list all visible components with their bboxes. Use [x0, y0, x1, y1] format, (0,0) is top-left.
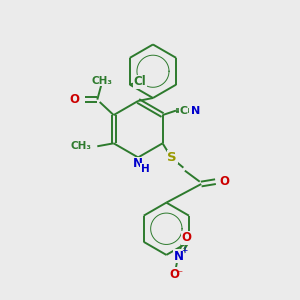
Text: CH₃: CH₃ [91, 76, 112, 86]
Text: +: + [181, 246, 187, 255]
Text: O: O [220, 175, 230, 188]
Text: N: N [133, 158, 143, 170]
Text: N: N [174, 250, 184, 262]
Text: O: O [70, 93, 80, 106]
Text: H: H [141, 164, 149, 174]
Text: ⁻: ⁻ [177, 268, 183, 281]
Text: Cl: Cl [134, 75, 147, 88]
Text: O: O [169, 268, 179, 281]
Text: CH₃: CH₃ [71, 141, 92, 151]
Text: N: N [191, 106, 201, 116]
Text: O: O [182, 232, 192, 244]
Text: S: S [167, 151, 177, 164]
Text: C: C [180, 106, 188, 116]
